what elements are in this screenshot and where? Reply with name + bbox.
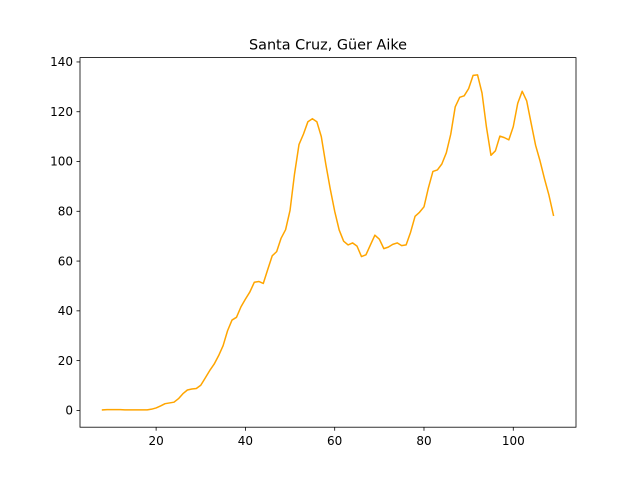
x-tick-label: 80: [416, 434, 431, 448]
y-axis: 0 20 40 60 80 100 120 140: [50, 55, 80, 418]
y-tick-label: 140: [50, 55, 73, 69]
series-line-0: [101, 74, 555, 411]
x-tick-label: 20: [148, 434, 163, 448]
x-tick-label: 60: [327, 434, 342, 448]
x-tick-label: 40: [238, 434, 253, 448]
x-axis: 20 40 60 80 100: [148, 427, 525, 448]
x-tick-label: 100: [502, 434, 525, 448]
y-tick-label: 120: [50, 105, 73, 119]
y-tick-label: 0: [65, 404, 73, 418]
y-tick-label: 40: [58, 304, 73, 318]
series-layer: [101, 74, 555, 411]
y-tick-label: 100: [50, 155, 73, 169]
plot-frame: [79, 57, 577, 428]
y-tick-label: 20: [58, 354, 73, 368]
y-tick-label: 80: [58, 204, 73, 218]
y-tick-label: 60: [58, 254, 73, 268]
plot-area: [80, 57, 576, 428]
chart-title: Santa Cruz, Güer Aike: [249, 38, 407, 54]
